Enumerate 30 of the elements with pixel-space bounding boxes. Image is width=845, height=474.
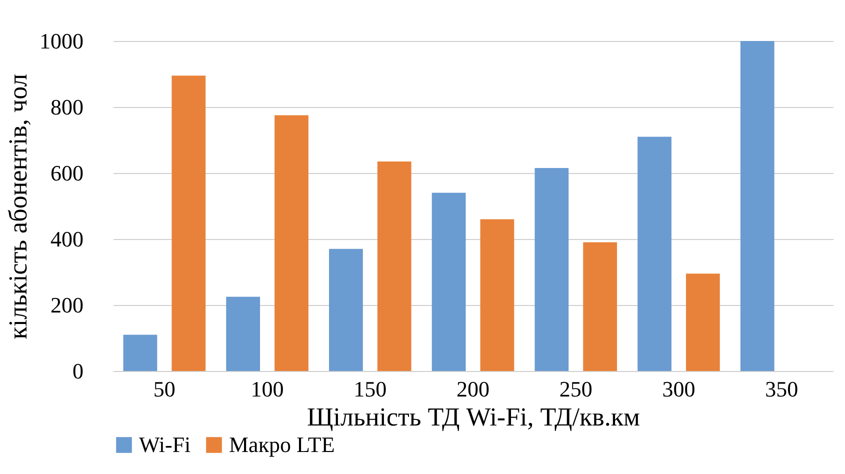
bar — [432, 192, 466, 371]
bar — [226, 296, 260, 371]
y-tick-label: 200 — [50, 292, 84, 318]
y-tick-label: 800 — [50, 94, 84, 120]
bar — [686, 274, 720, 371]
y-tick-label: 400 — [50, 226, 84, 252]
x-tick-label: 300 — [662, 376, 696, 402]
bar — [123, 334, 158, 371]
bar — [377, 161, 412, 371]
x-tick-label: 50 — [153, 376, 176, 402]
bar — [172, 76, 206, 371]
bar — [583, 242, 617, 371]
x-axis-title: Щільність ТД Wi-Fi, ТД/кв.км — [307, 402, 640, 432]
x-tick-label: 250 — [559, 376, 592, 402]
bar — [480, 219, 514, 371]
bar — [638, 136, 672, 371]
x-tick-label: 350 — [765, 376, 798, 402]
bar — [740, 41, 774, 371]
y-axis-title: кількість абонентів, чол — [4, 74, 32, 340]
bar — [329, 248, 363, 371]
y-tick-label: 0 — [72, 358, 84, 384]
x-tick-label: 200 — [456, 376, 490, 402]
x-tick-label: 150 — [354, 376, 387, 402]
bar — [534, 168, 569, 371]
y-tick-label: 600 — [50, 160, 84, 186]
bar — [274, 115, 308, 371]
y-tick-label: 1000 — [40, 28, 84, 54]
x-tick-label: 100 — [250, 376, 284, 402]
legend-label: Макро LTE — [229, 432, 335, 457]
legend-label: Wi-Fi — [139, 432, 191, 457]
